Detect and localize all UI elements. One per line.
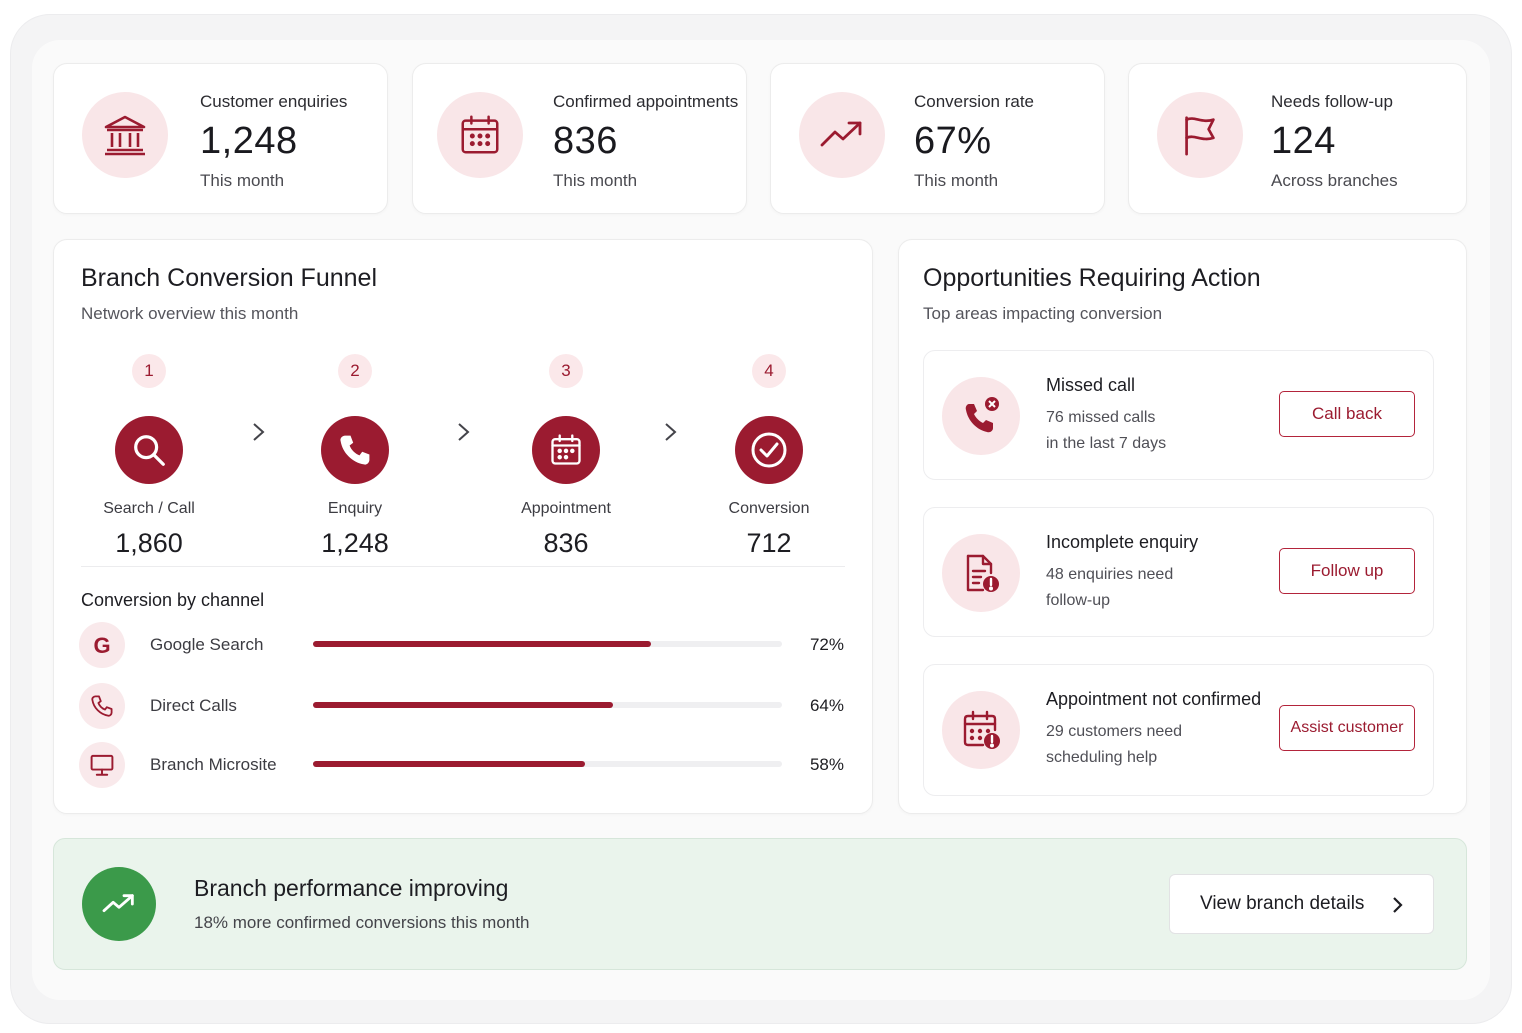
funnel-step-enquiry: 2 Enquiry 1,248 — [280, 354, 430, 559]
step-value: 1,248 — [321, 528, 389, 558]
phone-icon — [321, 416, 389, 484]
step-label: Search / Call — [103, 500, 195, 517]
kpi-sub: Across branches — [1271, 171, 1398, 190]
bank-icon — [82, 92, 168, 178]
kpi-card-conversion: Conversion rate 67% This month — [770, 63, 1105, 214]
assist-customer-button[interactable]: Assist customer — [1279, 705, 1415, 751]
step-number: 3 — [549, 354, 583, 388]
channel-percent: 64% — [809, 696, 844, 715]
opportunity-title: Appointment not confirmed — [1046, 689, 1262, 709]
step-number: 2 — [338, 354, 372, 388]
kpi-label: Needs follow-up — [1271, 92, 1393, 111]
kpi-label: Conversion rate — [914, 92, 1035, 111]
channel-label: Google Search — [150, 635, 264, 654]
opportunity-description: 48 enquiries need follow-up — [1046, 562, 1173, 614]
call-back-button[interactable]: Call back — [1279, 391, 1415, 437]
opportunity-desc-line: scheduling help — [1046, 749, 1158, 766]
opportunity-missed-call: Missed call 76 missed calls in the last … — [923, 350, 1434, 480]
monitor-icon — [79, 742, 125, 788]
check-circle-icon — [735, 416, 803, 484]
kpi-card-appointments: Confirmed appointments 836 This month — [412, 63, 747, 214]
svg-text:G: G — [93, 633, 110, 658]
kpi-value: 1,248 — [200, 120, 298, 162]
opportunity-title: Incomplete enquiry — [1046, 532, 1199, 552]
chevron-right-icon — [665, 423, 677, 441]
channel-label: Branch Microsite — [150, 755, 277, 774]
channel-bar — [313, 702, 782, 708]
flag-icon — [1157, 92, 1243, 178]
opportunity-incomplete-enquiry: Incomplete enquiry 48 enquiries need fol… — [923, 507, 1434, 637]
step-label: Appointment — [521, 500, 611, 517]
opportunity-appointment-not-confirmed: Appointment not confirmed 29 customers n… — [923, 664, 1434, 796]
channel-percent: 58% — [809, 755, 844, 774]
opportunity-title: Missed call — [1046, 375, 1136, 395]
funnel-step-conversion: 4 Conversion 712 — [694, 354, 844, 559]
trending-up-icon — [82, 867, 156, 941]
calendar-alert-icon — [942, 691, 1020, 769]
funnel-step-search: 1 Search / Call 1,860 — [74, 354, 224, 559]
kpi-value: 124 — [1271, 120, 1336, 162]
step-label: Conversion — [728, 500, 810, 517]
opportunities-subtitle: Top areas impacting conversion — [923, 304, 1163, 323]
channel-label: Direct Calls — [150, 696, 237, 715]
missed-call-icon — [942, 377, 1020, 455]
kpi-card-followup: Needs follow-up 124 Across branches — [1128, 63, 1467, 214]
step-value: 1,860 — [115, 528, 183, 558]
chevron-right-icon — [1393, 897, 1403, 913]
kpi-label: Customer enquiries — [200, 92, 348, 111]
step-number: 1 — [132, 354, 166, 388]
banner-title: Branch performance improving — [194, 875, 509, 901]
opportunity-description: 29 customers need scheduling help — [1046, 719, 1182, 771]
step-value: 836 — [543, 528, 589, 558]
channel-bar-fill — [313, 761, 586, 767]
chevron-right-icon — [458, 423, 470, 441]
calendar-icon — [437, 92, 523, 178]
channel-bar — [313, 641, 782, 647]
funnel-step-appointment: 3 Appointment 836 — [491, 354, 641, 559]
opportunity-desc-line: 48 enquiries need — [1046, 566, 1174, 583]
funnel-panel — [53, 239, 873, 814]
google-icon: G — [79, 622, 125, 668]
opportunity-desc-line: 29 customers need — [1046, 723, 1183, 740]
trending-up-icon — [799, 92, 885, 178]
channel-bar-fill — [313, 702, 614, 708]
kpi-value: 67% — [914, 120, 992, 162]
funnel-subtitle: Network overview this month — [81, 304, 299, 323]
kpi-sub: This month — [200, 171, 285, 190]
phone-icon — [79, 683, 125, 729]
kpi-sub: This month — [914, 171, 999, 190]
view-branch-details-button[interactable]: View branch details — [1169, 874, 1434, 934]
step-value: 712 — [746, 528, 792, 558]
opportunity-desc-line: in the last 7 days — [1046, 435, 1167, 452]
divider — [81, 566, 845, 567]
channel-bar-fill — [313, 641, 651, 647]
opportunity-description: 76 missed calls in the last 7 days — [1046, 405, 1166, 457]
kpi-label: Confirmed appointments — [553, 92, 739, 111]
step-number: 4 — [752, 354, 786, 388]
channel-percent: 72% — [809, 635, 844, 654]
step-label: Enquiry — [327, 500, 383, 517]
opportunities-title: Opportunities Requiring Action — [923, 264, 1261, 292]
opportunity-desc-line: 76 missed calls — [1046, 409, 1156, 426]
button-label: View branch details — [1200, 893, 1365, 914]
performance-banner: Branch performance improving 18% more co… — [53, 838, 1467, 970]
funnel-title: Branch Conversion Funnel — [81, 264, 377, 292]
calendar-icon — [532, 416, 600, 484]
follow-up-button[interactable]: Follow up — [1279, 548, 1415, 594]
kpi-sub: This month — [553, 171, 638, 190]
document-alert-icon — [942, 534, 1020, 612]
banner-subtitle: 18% more confirmed conversions this mont… — [194, 913, 530, 932]
kpi-value: 836 — [553, 120, 618, 162]
kpi-card-enquiries: Customer enquiries 1,248 This month — [53, 63, 388, 214]
opportunity-desc-line: follow-up — [1046, 592, 1111, 609]
channels-title: Conversion by channel — [81, 590, 265, 610]
chevron-right-icon — [253, 423, 265, 441]
channel-bar — [313, 761, 782, 767]
search-icon — [115, 416, 183, 484]
